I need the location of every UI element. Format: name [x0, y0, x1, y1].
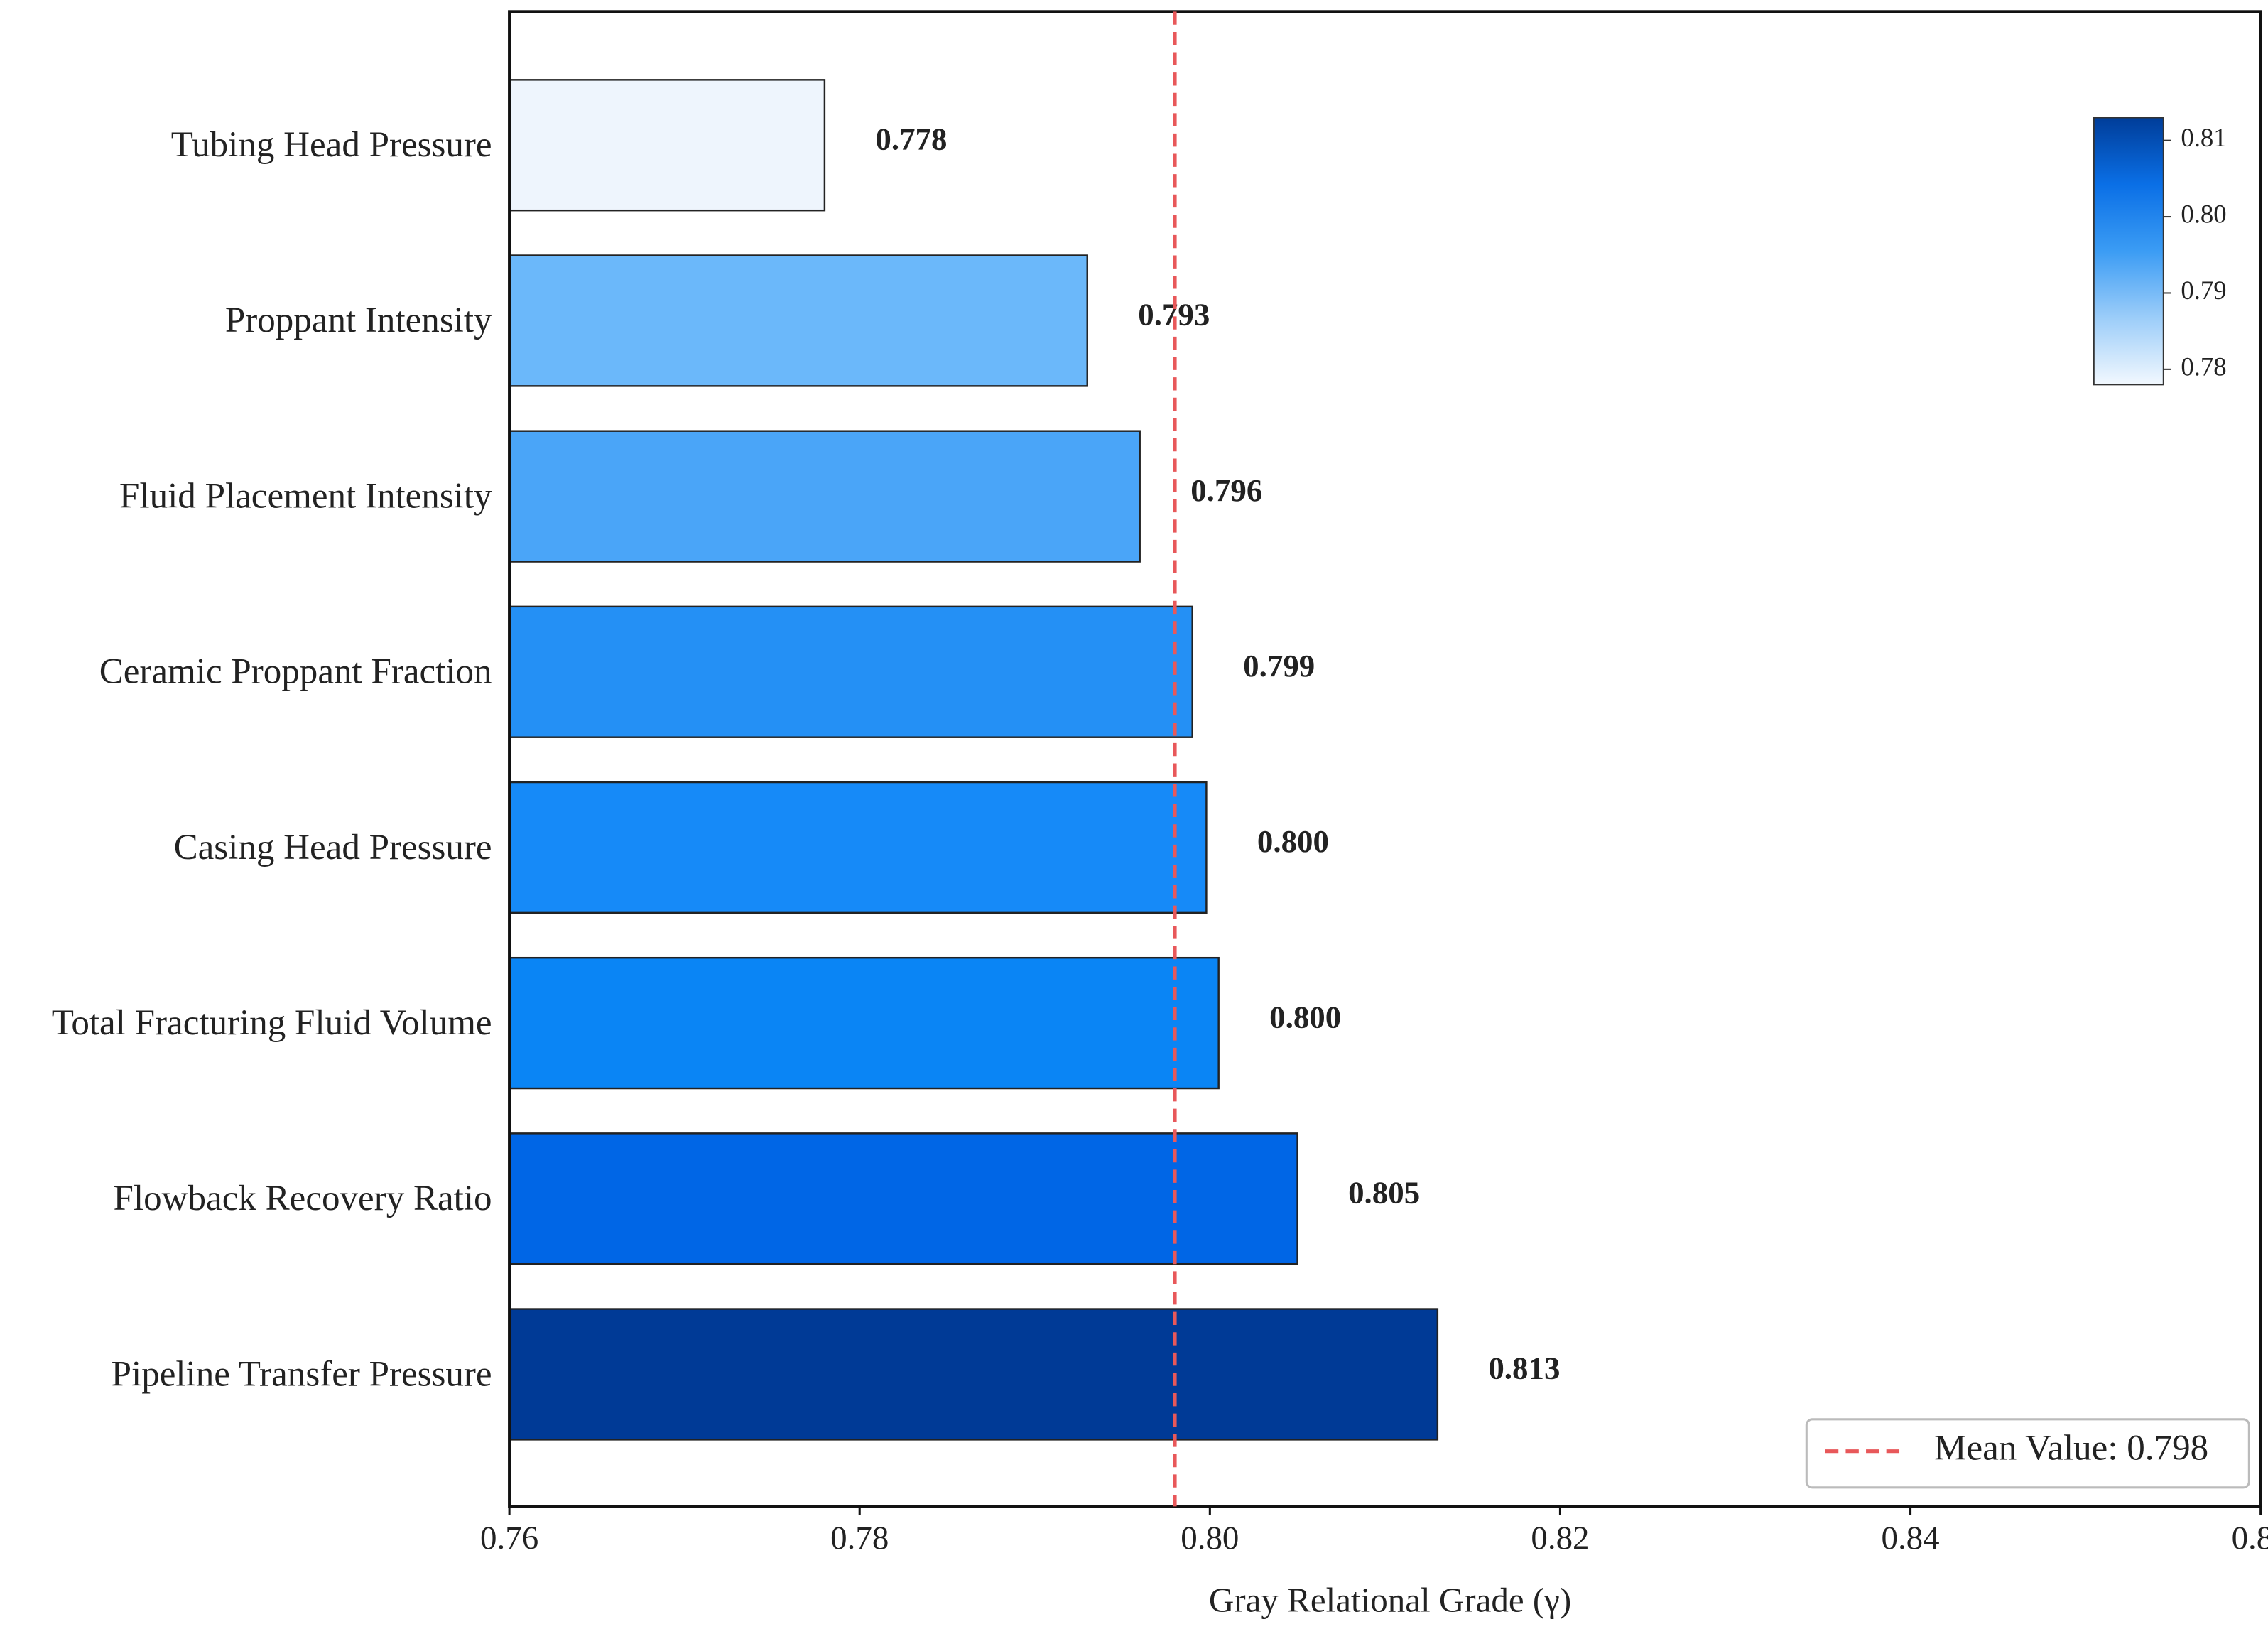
value-label: 0.796	[1190, 472, 1262, 508]
bar	[508, 1132, 1298, 1265]
bar	[508, 79, 826, 212]
bar	[508, 956, 1220, 1090]
x-tick-label: 0.78	[830, 1520, 889, 1557]
category-label: Ceramic Proppant Fraction	[99, 651, 492, 692]
colorbar-tick-label: 0.80	[2181, 200, 2226, 229]
value-label: 0.778	[875, 121, 947, 156]
category-label: Casing Head Pressure	[174, 827, 492, 867]
x-axis-label: Gray Relational Grade (γ)	[1209, 1580, 1571, 1619]
category-label: Total Fracturing Fluid Volume	[52, 1002, 492, 1043]
colorbar-tick-label: 0.81	[2181, 123, 2226, 152]
x-tick-label: 0.76	[480, 1520, 538, 1557]
category-label: Pipeline Transfer Pressure	[112, 1353, 492, 1394]
value-label: 0.813	[1488, 1351, 1560, 1386]
x-tick-label: 0.86	[2232, 1520, 2268, 1557]
bar	[508, 430, 1141, 563]
plot-frame	[508, 10, 2262, 1508]
x-tick-label: 0.82	[1531, 1520, 1589, 1557]
bar	[508, 605, 1193, 738]
category-label: Proppant Intensity	[225, 300, 492, 340]
legend-label: Mean Value: 0.798	[1934, 1427, 2208, 1468]
category-label: Flowback Recovery Ratio	[114, 1178, 492, 1218]
bar	[508, 781, 1208, 914]
colorbar-tick-label: 0.78	[2181, 352, 2226, 381]
x-tick-label: 0.84	[1881, 1520, 1939, 1557]
value-label: 0.800	[1269, 999, 1341, 1034]
bar	[508, 254, 1088, 387]
x-tick-label: 0.80	[1181, 1520, 1239, 1557]
colorbar-tick-label: 0.79	[2181, 276, 2226, 305]
colorbar	[2093, 117, 2164, 386]
value-label: 0.799	[1243, 648, 1315, 683]
category-label: Tubing Head Pressure	[171, 124, 492, 165]
legend-box	[1805, 1418, 2250, 1489]
value-label: 0.800	[1257, 823, 1329, 859]
value-label: 0.805	[1348, 1175, 1420, 1211]
category-label: Fluid Placement Intensity	[119, 475, 492, 516]
bar	[508, 1308, 1439, 1441]
